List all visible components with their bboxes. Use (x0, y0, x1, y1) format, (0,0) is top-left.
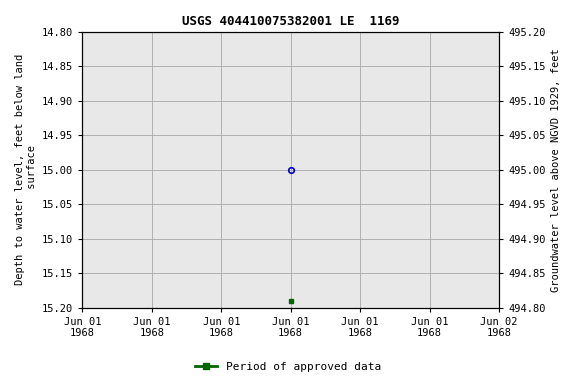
Y-axis label: Depth to water level, feet below land
 surface: Depth to water level, feet below land su… (15, 54, 37, 285)
Legend: Period of approved data: Period of approved data (191, 358, 385, 377)
Y-axis label: Groundwater level above NGVD 1929, feet: Groundwater level above NGVD 1929, feet (551, 48, 561, 292)
Title: USGS 404410075382001 LE  1169: USGS 404410075382001 LE 1169 (182, 15, 399, 28)
